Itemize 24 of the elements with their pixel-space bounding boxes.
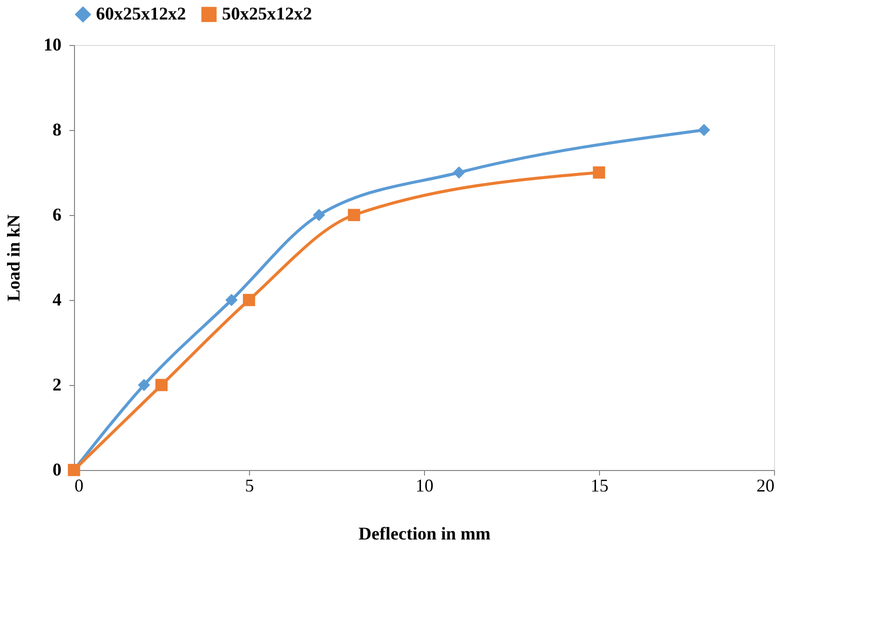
point <box>592 166 606 179</box>
point <box>698 124 710 136</box>
point <box>312 208 326 222</box>
x-tick-label: 5 <box>245 476 254 496</box>
y-axis-title: Load in kN <box>4 214 24 302</box>
legend-label: 60x25x12x2 <box>96 3 186 24</box>
x-tick-label: 15 <box>590 476 608 496</box>
x-tick-label: 10 <box>416 476 434 496</box>
point <box>138 378 150 392</box>
y-tick-label: 2 <box>52 374 62 394</box>
y-tick-label: 10 <box>44 34 62 54</box>
x-tick-label: 20 <box>756 476 774 496</box>
point <box>155 378 168 392</box>
x-tick-label: 0 <box>74 476 84 496</box>
y-tick-label: 6 <box>52 204 62 224</box>
point <box>452 166 466 179</box>
point <box>348 208 360 222</box>
y-tick-label: 0 <box>52 460 62 480</box>
point <box>225 294 238 306</box>
y-tick-label: 4 <box>52 290 62 310</box>
y-tick-label: 8 <box>52 120 62 140</box>
legend-label: 50x25x12x2 <box>222 3 312 24</box>
point <box>242 294 256 306</box>
x-axis-title: Deflection in mm <box>358 524 490 544</box>
